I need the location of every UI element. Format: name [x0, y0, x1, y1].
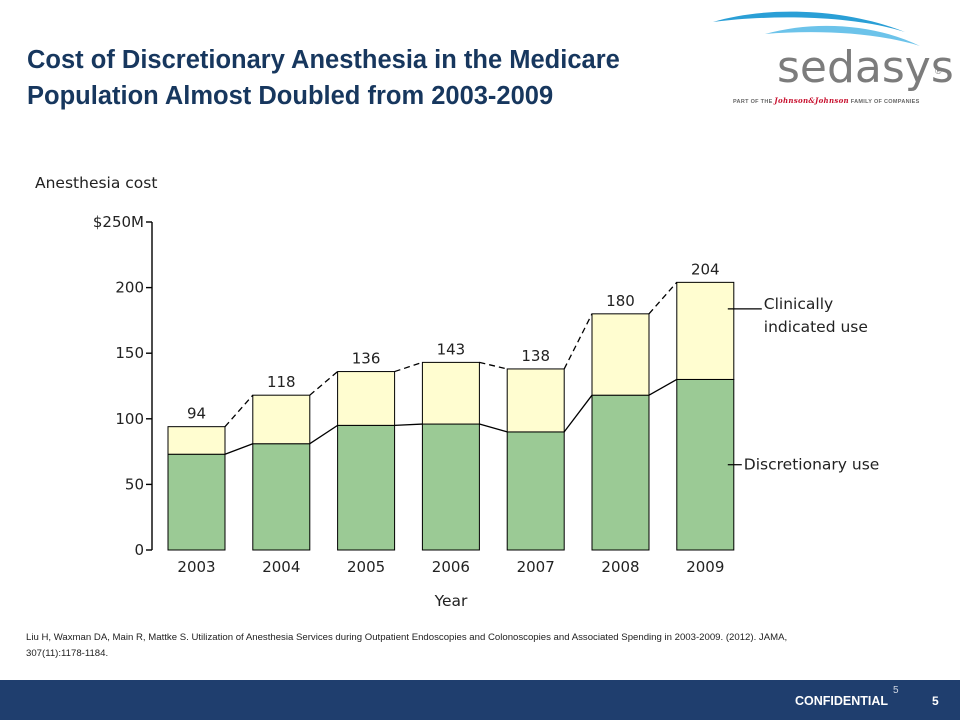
legend-label-clinical-line-1: Clinically — [764, 295, 833, 313]
slide-title-line-1: Cost of Discretionary Anesthesia in the … — [27, 46, 620, 74]
connector-discretionary — [309, 424, 338, 445]
x-tick-label: 2003 — [177, 558, 215, 576]
connector-discretionary — [394, 423, 423, 427]
sedasys-logo: sedasys ® PART OF THE Johnson&Johnson FA… — [705, 4, 955, 124]
connector-total — [479, 361, 508, 370]
x-tick-label: 2005 — [347, 558, 385, 576]
x-tick-label: 2007 — [517, 558, 555, 576]
citation: Liu H, Waxman DA, Main R, Mattke S. Util… — [26, 630, 936, 662]
y-tick-label: 50 — [125, 475, 144, 493]
x-tick-label: 2009 — [686, 558, 724, 576]
footer-bar: CONFIDENTIAL 5 5 — [0, 680, 960, 720]
logo-wave-icon — [713, 11, 920, 46]
connector-discretionary — [479, 423, 508, 433]
anesthesia-cost-chart: Anesthesia cost 0 50 100 150 200 $250M 94 2003 11… — [35, 174, 880, 610]
bar-discretionary-2007 — [506, 431, 565, 551]
bar-discretionary-2004 — [252, 443, 311, 551]
connector-total — [224, 394, 254, 428]
page-number: 5 — [932, 694, 939, 708]
y-tick-label: 200 — [115, 279, 144, 297]
slide-title-line-2: Population Almost Doubled from 2003-2009 — [27, 82, 554, 110]
bar-discretionary-2006 — [421, 423, 480, 551]
legend-label-discretionary: Discretionary use — [744, 456, 880, 474]
bar-discretionary-2009 — [676, 378, 735, 551]
y-tick-label: 0 — [134, 541, 144, 559]
citation-line-2: 307(11):1178-1184. — [26, 648, 109, 659]
data-label-total: 143 — [437, 340, 466, 358]
page-number-overlay: 5 — [893, 685, 899, 696]
logo-tag-prefix: PART OF THE — [733, 99, 773, 105]
logo-tagline: PART OF THE Johnson&Johnson FAMILY OF CO… — [733, 96, 920, 105]
logo-tag-brand: Johnson&Johnson — [774, 96, 849, 105]
bar-clinically-indicated-2007 — [506, 368, 565, 433]
data-label-total: 94 — [187, 405, 206, 423]
legend-label-clinical-line-2: indicated use — [764, 318, 868, 336]
bar-clinically-indicated-2005 — [337, 371, 396, 426]
bar-clinically-indicated-2008 — [591, 313, 650, 396]
bar-discretionary-2008 — [591, 394, 650, 551]
data-label-total: 180 — [606, 292, 635, 310]
bar-clinically-indicated-2009 — [676, 281, 735, 380]
citation-line-1: Liu H, Waxman DA, Main R, Mattke S. Util… — [26, 632, 788, 643]
connector-total — [394, 361, 423, 373]
bar-discretionary-2005 — [337, 424, 396, 551]
connector-discretionary — [224, 443, 254, 455]
data-label-total: 138 — [521, 347, 550, 365]
chart-title: Anesthesia cost — [35, 174, 157, 192]
data-label-total: 136 — [352, 350, 381, 368]
bar-clinically-indicated-2003 — [167, 426, 226, 455]
data-label-total: 204 — [691, 260, 720, 278]
logo-tag-suffix: FAMILY OF COMPANIES — [850, 99, 920, 105]
connector-discretionary — [648, 378, 678, 396]
connector-total — [309, 371, 339, 396]
connector-total — [563, 313, 593, 370]
data-label-total: 118 — [267, 373, 296, 391]
bar-discretionary-2003 — [167, 453, 226, 551]
slide-title: Cost of Discretionary Anesthesia in the … — [27, 42, 707, 114]
x-tick-label: 2008 — [601, 558, 639, 576]
logo-registered-mark: ® — [935, 66, 942, 76]
x-axis-title: Year — [434, 592, 468, 610]
connector-discretionary — [563, 394, 593, 433]
connector-total — [648, 281, 678, 315]
logo-wordmark: sedasys — [777, 42, 954, 93]
bar-clinically-indicated-2004 — [252, 394, 311, 445]
x-tick-label: 2006 — [432, 558, 470, 576]
bar-clinically-indicated-2006 — [421, 361, 480, 425]
x-tick-label: 2004 — [262, 558, 300, 576]
y-tick-label: 100 — [115, 410, 144, 428]
y-tick-label: $250M — [93, 213, 144, 231]
y-tick-label: 150 — [115, 344, 144, 362]
confidential-label: CONFIDENTIAL — [795, 694, 889, 708]
